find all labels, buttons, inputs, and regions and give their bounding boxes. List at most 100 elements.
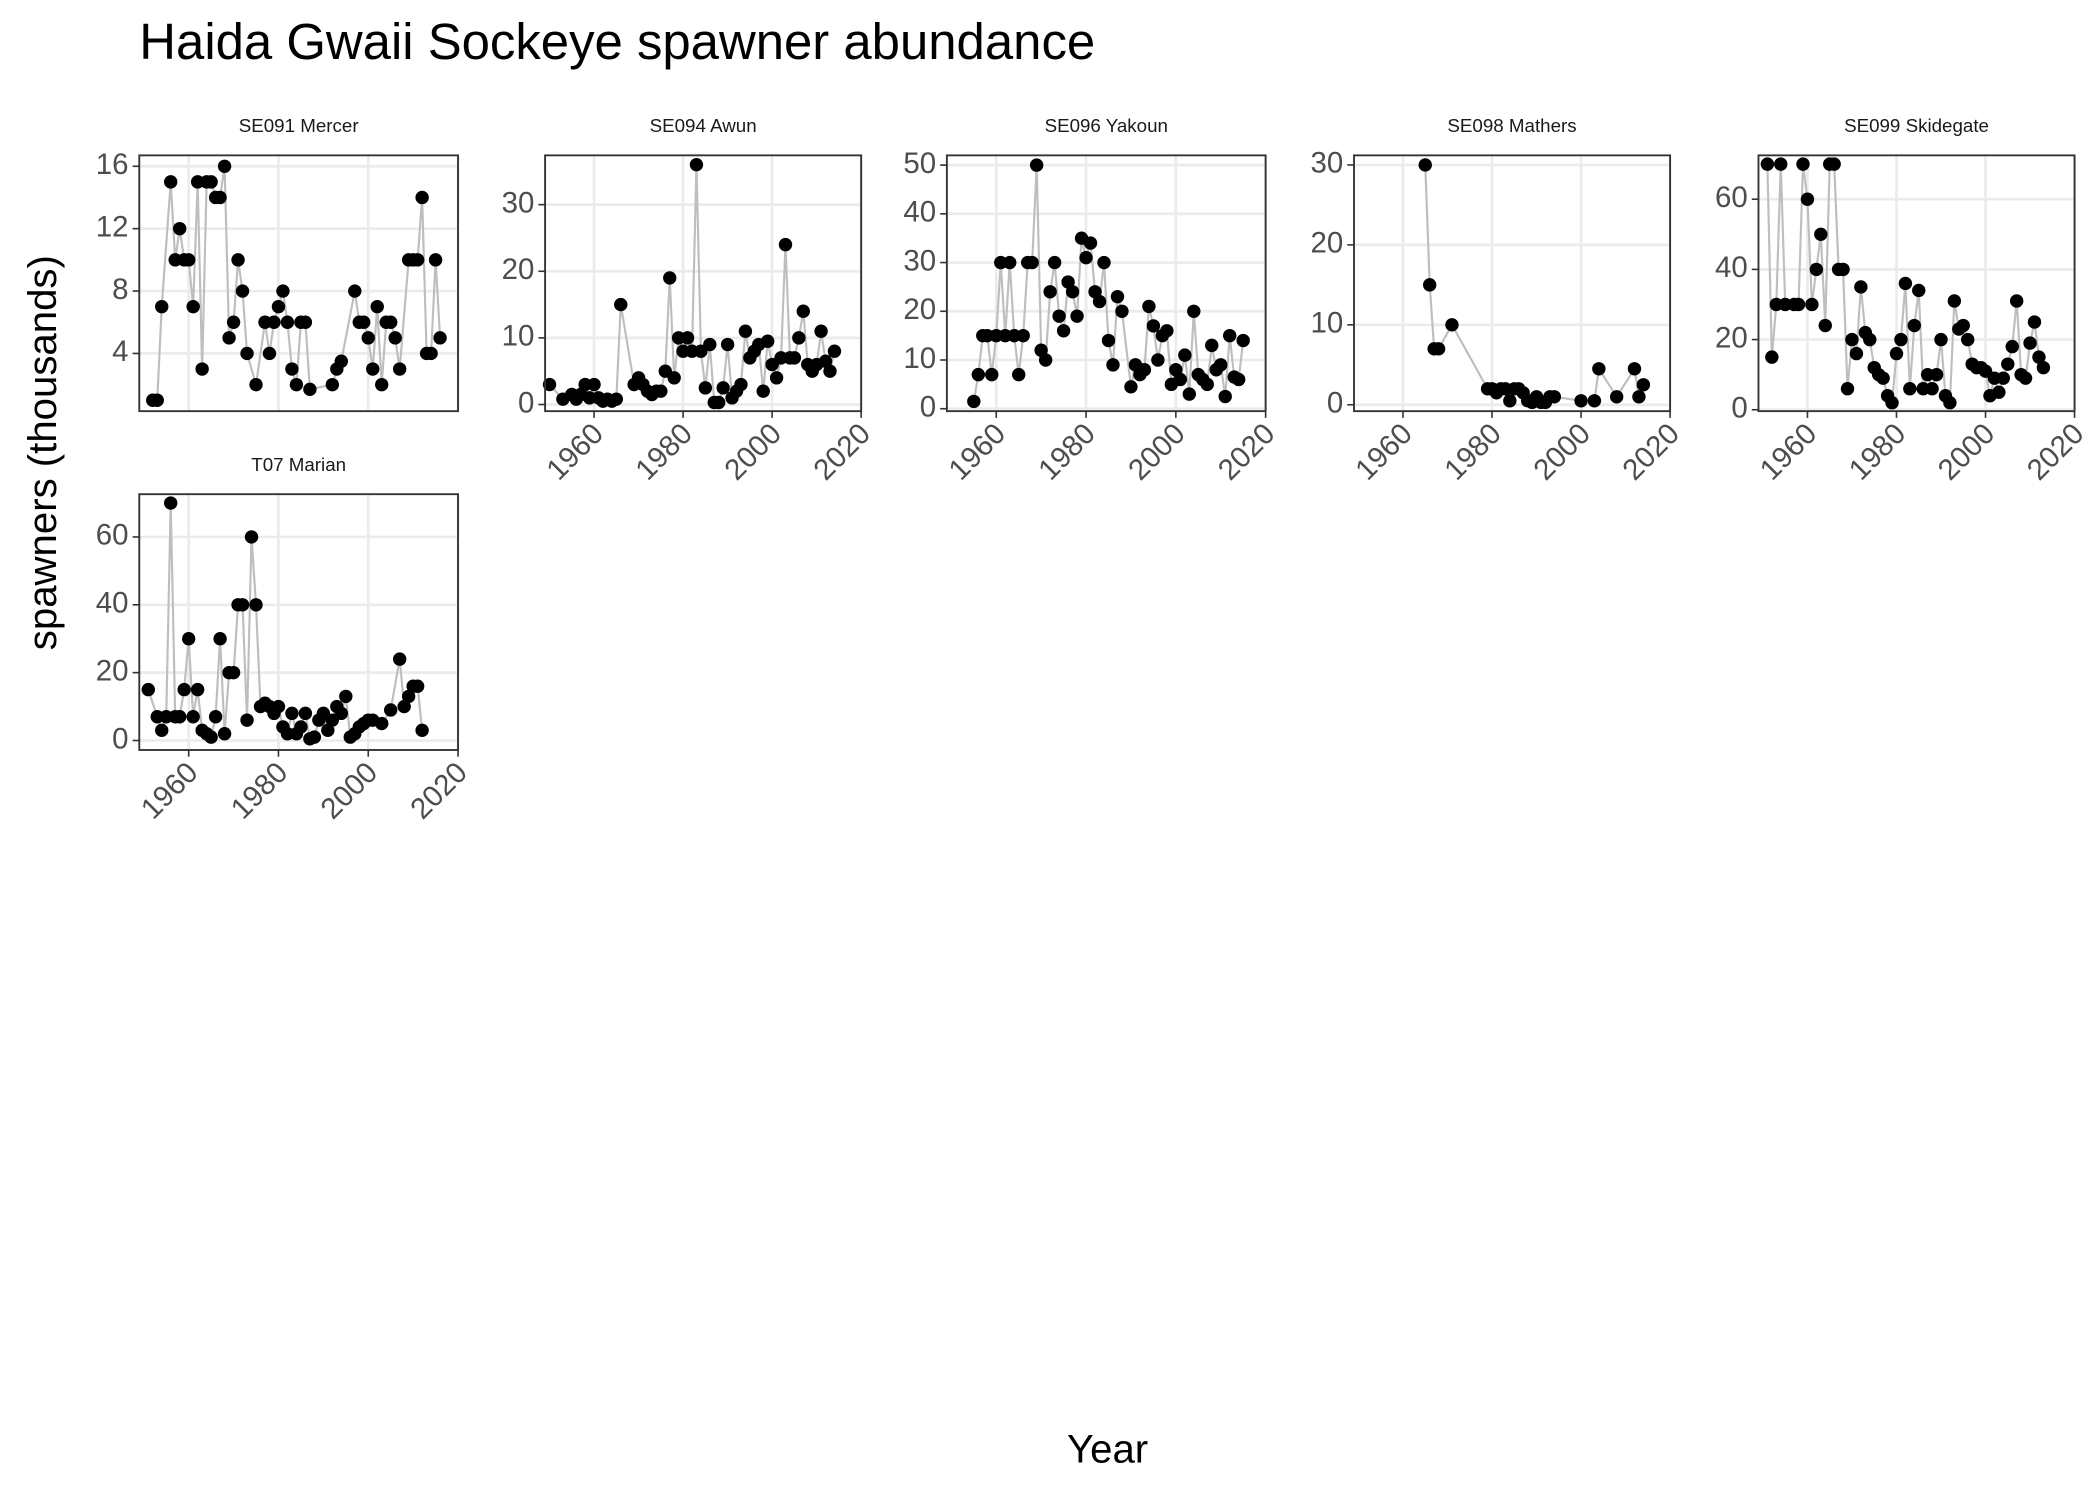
data-point (614, 297, 628, 312)
data-point (370, 299, 384, 314)
data-point (654, 384, 668, 398)
data-point (1774, 157, 1788, 171)
data-point (2009, 294, 2024, 308)
panel-background (139, 494, 459, 750)
data-point (985, 367, 999, 382)
data-point (410, 253, 425, 267)
data-point (1431, 342, 1446, 356)
data-point (1574, 394, 1588, 408)
data-point (663, 271, 677, 285)
data-point (204, 175, 218, 189)
x-tick-label: 2020 (2021, 417, 2091, 487)
y-tick-label: 0 (112, 722, 128, 755)
panel-title: SE094 Awun (650, 115, 757, 136)
panel-title: SE099 Skidegate (1844, 115, 1989, 136)
data-point (240, 346, 254, 361)
x-tick-label: 2020 (1616, 417, 1686, 487)
panel: SE091 Mercer 4 8 12 16 (96, 115, 460, 413)
data-point (1592, 362, 1606, 376)
data-point (667, 371, 681, 385)
data-point (1925, 382, 1939, 396)
data-point (734, 377, 748, 392)
data-point (1943, 396, 1957, 410)
data-point (285, 362, 299, 376)
data-point (298, 315, 313, 329)
data-point (1038, 353, 1053, 367)
x-tick-label: 1980 (629, 417, 699, 487)
data-point (1137, 363, 1152, 377)
y-tick-label: 4 (112, 335, 128, 368)
data-point (760, 334, 775, 348)
data-point (689, 157, 704, 172)
data-point (1912, 283, 1926, 298)
x-tick-label: 1980 (225, 756, 295, 826)
data-point (375, 377, 389, 392)
data-point (276, 284, 290, 298)
data-point (334, 706, 349, 721)
data-point (1160, 324, 1174, 338)
data-point (190, 682, 205, 697)
data-point (1151, 353, 1165, 367)
data-point (213, 632, 227, 646)
data-point (1503, 394, 1517, 408)
data-point (280, 315, 295, 329)
data-point (177, 682, 191, 697)
data-point (1903, 382, 1917, 396)
data-point (415, 190, 429, 205)
data-point (698, 381, 713, 395)
data-point (410, 679, 425, 693)
data-point (289, 377, 304, 392)
data-point (186, 299, 200, 314)
data-point (1178, 348, 1192, 362)
data-point (796, 304, 810, 318)
data-point (1043, 285, 1057, 299)
data-point (1142, 299, 1156, 314)
y-tick-label: 30 (903, 244, 936, 277)
y-tick-label: 40 (903, 196, 936, 229)
data-point (1992, 385, 2006, 399)
data-point (1106, 358, 1120, 372)
data-point (1947, 294, 1962, 308)
data-point (1996, 371, 2011, 385)
x-axis-title: Year (1067, 1426, 1148, 1471)
y-tick-label: 20 (96, 654, 129, 687)
data-point (172, 221, 187, 236)
data-point (231, 253, 245, 267)
data-point (181, 632, 196, 646)
data-point (2018, 371, 2033, 385)
panel: SE094 Awun 0 10 20 30 1960 1980 2000 2020 (502, 115, 877, 487)
data-point (1907, 318, 1921, 333)
x-tick-label: 1980 (1843, 417, 1913, 487)
data-point (738, 324, 753, 338)
data-point (361, 331, 375, 345)
data-point (1863, 332, 1877, 347)
data-point (1016, 328, 1030, 343)
panel-border (138, 493, 459, 751)
y-tick-label: 60 (96, 519, 129, 552)
y-tick-label: 0 (1327, 387, 1343, 420)
data-point (814, 324, 828, 338)
data-point (792, 331, 806, 345)
data-point (383, 703, 398, 717)
data-point (1827, 157, 1841, 171)
data-point (1187, 304, 1201, 318)
panel: SE099 Skidegate 0 20 40 60 1960 1980 2000 2020 (1715, 115, 2090, 487)
data-point (1418, 158, 1432, 172)
x-tick-label: 2020 (1212, 417, 1282, 487)
x-tick-label: 1960 (540, 417, 610, 487)
data-point (271, 299, 286, 314)
data-point (1814, 227, 1828, 242)
data-point (1070, 309, 1084, 323)
data-point (1223, 328, 1237, 343)
data-point (1236, 333, 1250, 348)
y-tick-label: 50 (903, 147, 936, 180)
data-point (1796, 157, 1810, 171)
data-point (240, 713, 254, 727)
panel-border (1757, 154, 2076, 413)
data-point (164, 175, 178, 189)
y-tick-label: 10 (502, 320, 535, 353)
data-point (1097, 255, 1111, 270)
data-point (1079, 250, 1093, 265)
